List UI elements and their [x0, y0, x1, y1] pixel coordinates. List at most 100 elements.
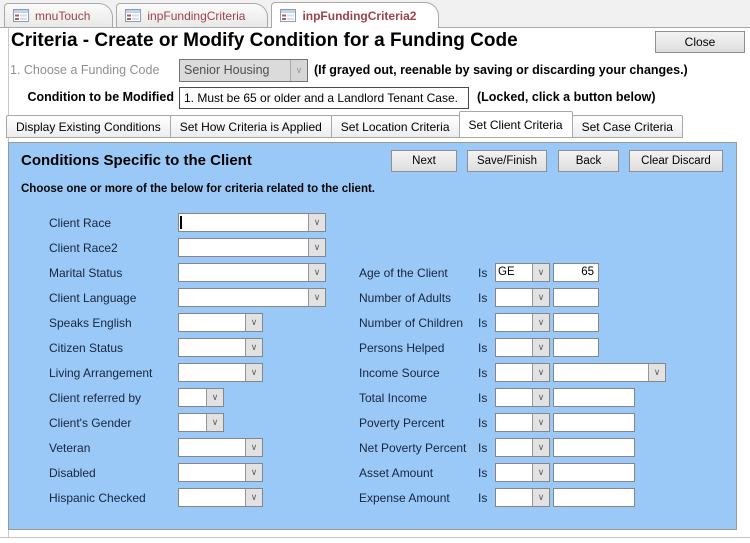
combo-value: [496, 439, 532, 456]
save-finish-button[interactable]: Save/Finish: [467, 150, 547, 172]
citizen-status-combo[interactable]: ∨: [178, 338, 263, 357]
asset-amount-operator-combo[interactable]: ∨: [495, 463, 550, 482]
total-income-value-input[interactable]: [553, 388, 635, 407]
income-source-combo[interactable]: ∨: [553, 363, 666, 382]
field-row: Expense Amount Is ∨: [359, 488, 666, 507]
chevron-down-icon[interactable]: ∨: [245, 364, 262, 381]
client-fields-right-column: Age of the Client Is GE ∨ 65 Number of A…: [359, 263, 666, 513]
combo-value: [179, 264, 308, 281]
total-income-operator-combo[interactable]: ∨: [495, 388, 550, 407]
clients-gender-combo[interactable]: ∨: [178, 413, 224, 432]
client-referred-by-combo[interactable]: ∨: [178, 388, 224, 407]
poverty-percent-operator-combo[interactable]: ∨: [495, 413, 550, 432]
living-arrangement-combo[interactable]: ∨: [178, 363, 263, 382]
chevron-down-icon[interactable]: ∨: [532, 289, 549, 306]
client-language-combo[interactable]: ∨: [178, 288, 326, 307]
combo-value: [179, 364, 245, 381]
number-of-adults-label: Number of Adults: [359, 290, 452, 305]
children-operator-combo[interactable]: ∨: [495, 313, 550, 332]
tab-set-location-criteria[interactable]: Set Location Criteria: [330, 115, 460, 138]
clients-gender-label: Client's Gender: [49, 415, 132, 430]
chevron-down-icon[interactable]: ∨: [245, 439, 262, 456]
close-button[interactable]: Close: [655, 31, 745, 53]
tab-display-existing-conditions[interactable]: Display Existing Conditions: [6, 115, 171, 138]
chevron-down-icon[interactable]: ∨: [308, 264, 325, 281]
chevron-down-icon[interactable]: ∨: [532, 439, 549, 456]
speaks-english-combo[interactable]: ∨: [178, 313, 263, 332]
form-icon: [125, 9, 142, 22]
chevron-down-icon[interactable]: ∨: [532, 364, 549, 381]
children-value-input[interactable]: [553, 313, 599, 332]
field-row: Speaks English ∨: [49, 313, 326, 332]
chevron-down-icon[interactable]: ∨: [648, 364, 665, 381]
panel-title: Conditions Specific to the Client: [21, 152, 252, 169]
chevron-down-icon[interactable]: ∨: [206, 389, 223, 406]
net-poverty-percent-value-input[interactable]: [553, 438, 635, 457]
hispanic-checked-label: Hispanic Checked: [49, 490, 146, 505]
chevron-down-icon[interactable]: ∨: [245, 464, 262, 481]
veteran-combo[interactable]: ∨: [178, 438, 263, 457]
persons-helped-operator-combo[interactable]: ∨: [495, 338, 550, 357]
chevron-down-icon[interactable]: ∨: [308, 289, 325, 306]
combo-value: [179, 314, 245, 331]
chevron-down-icon[interactable]: ∨: [206, 414, 223, 431]
chevron-down-icon[interactable]: ∨: [245, 489, 262, 506]
net-poverty-percent-operator-combo[interactable]: ∨: [495, 438, 550, 457]
disabled-label: Disabled: [49, 465, 96, 480]
expense-amount-value-input[interactable]: [553, 488, 635, 507]
client-race-label: Client Race: [49, 215, 112, 230]
age-value-input[interactable]: 65: [553, 263, 599, 282]
expense-amount-operator-combo[interactable]: ∨: [495, 488, 550, 507]
funding-code-note: (If grayed out, reenable by saving or di…: [314, 63, 688, 77]
tab-inpfundingcriteria2[interactable]: inpFundingCriteria2: [271, 2, 440, 28]
tab-set-client-criteria[interactable]: Set Client Criteria: [458, 111, 573, 138]
back-button[interactable]: Back: [558, 150, 619, 172]
is-label: Is: [478, 290, 488, 305]
criteria-tab-bar: Display Existing Conditions Set How Crit…: [6, 110, 683, 138]
chevron-down-icon[interactable]: ∨: [532, 489, 549, 506]
chevron-down-icon[interactable]: ∨: [308, 214, 325, 231]
combo-value: [496, 389, 532, 406]
chevron-down-icon[interactable]: ∨: [532, 339, 549, 356]
field-row: Number of Adults Is ∨: [359, 288, 666, 307]
doc-tab-label: inpFundingCriteria2: [302, 8, 417, 23]
marital-status-combo[interactable]: ∨: [178, 263, 326, 282]
field-row: Veteran ∨: [49, 438, 326, 457]
adults-value-input[interactable]: [553, 288, 599, 307]
disabled-combo[interactable]: ∨: [178, 463, 263, 482]
condition-textbox[interactable]: 1. Must be 65 or older and a Landlord Te…: [179, 87, 469, 109]
tab-mnutouch[interactable]: mnuTouch: [4, 3, 114, 27]
citizen-status-label: Citizen Status: [49, 340, 124, 355]
marital-status-label: Marital Status: [49, 265, 123, 280]
chevron-down-icon[interactable]: ∨: [532, 414, 549, 431]
funding-code-value: Senior Housing: [184, 63, 270, 77]
chevron-down-icon[interactable]: ∨: [532, 314, 549, 331]
combo-value: GE: [498, 266, 515, 278]
combo-value: [179, 439, 245, 456]
income-source-operator-combo[interactable]: ∨: [495, 363, 550, 382]
next-button[interactable]: Next: [391, 150, 457, 172]
tab-inpfundingcriteria[interactable]: inpFundingCriteria: [116, 3, 269, 27]
tab-set-case-criteria[interactable]: Set Case Criteria: [571, 115, 683, 138]
chevron-down-icon[interactable]: ∨: [245, 339, 262, 356]
tab-set-how-criteria-is-applied[interactable]: Set How Criteria is Applied: [169, 115, 332, 138]
chevron-down-icon[interactable]: ∨: [308, 239, 325, 256]
combo-value: [554, 364, 648, 381]
poverty-percent-value-input[interactable]: [553, 413, 635, 432]
age-operator-combo[interactable]: GE ∨: [495, 263, 550, 282]
form-bottom-border: [0, 537, 750, 538]
client-race-combo[interactable]: ∨: [178, 213, 326, 232]
asset-amount-value-input[interactable]: [553, 463, 635, 482]
persons-helped-value-input[interactable]: [553, 338, 599, 357]
combo-value: [179, 339, 245, 356]
chevron-down-icon[interactable]: ∨: [532, 389, 549, 406]
chevron-down-icon[interactable]: ∨: [245, 314, 262, 331]
chevron-down-icon[interactable]: ∨: [532, 464, 549, 481]
clear-discard-button[interactable]: Clear Discard: [629, 150, 723, 172]
client-race2-combo[interactable]: ∨: [178, 238, 326, 257]
client-race2-label: Client Race2: [49, 240, 118, 255]
chevron-down-icon[interactable]: ∨: [532, 264, 549, 281]
hispanic-checked-combo[interactable]: ∨: [178, 488, 263, 507]
adults-operator-combo[interactable]: ∨: [495, 288, 550, 307]
